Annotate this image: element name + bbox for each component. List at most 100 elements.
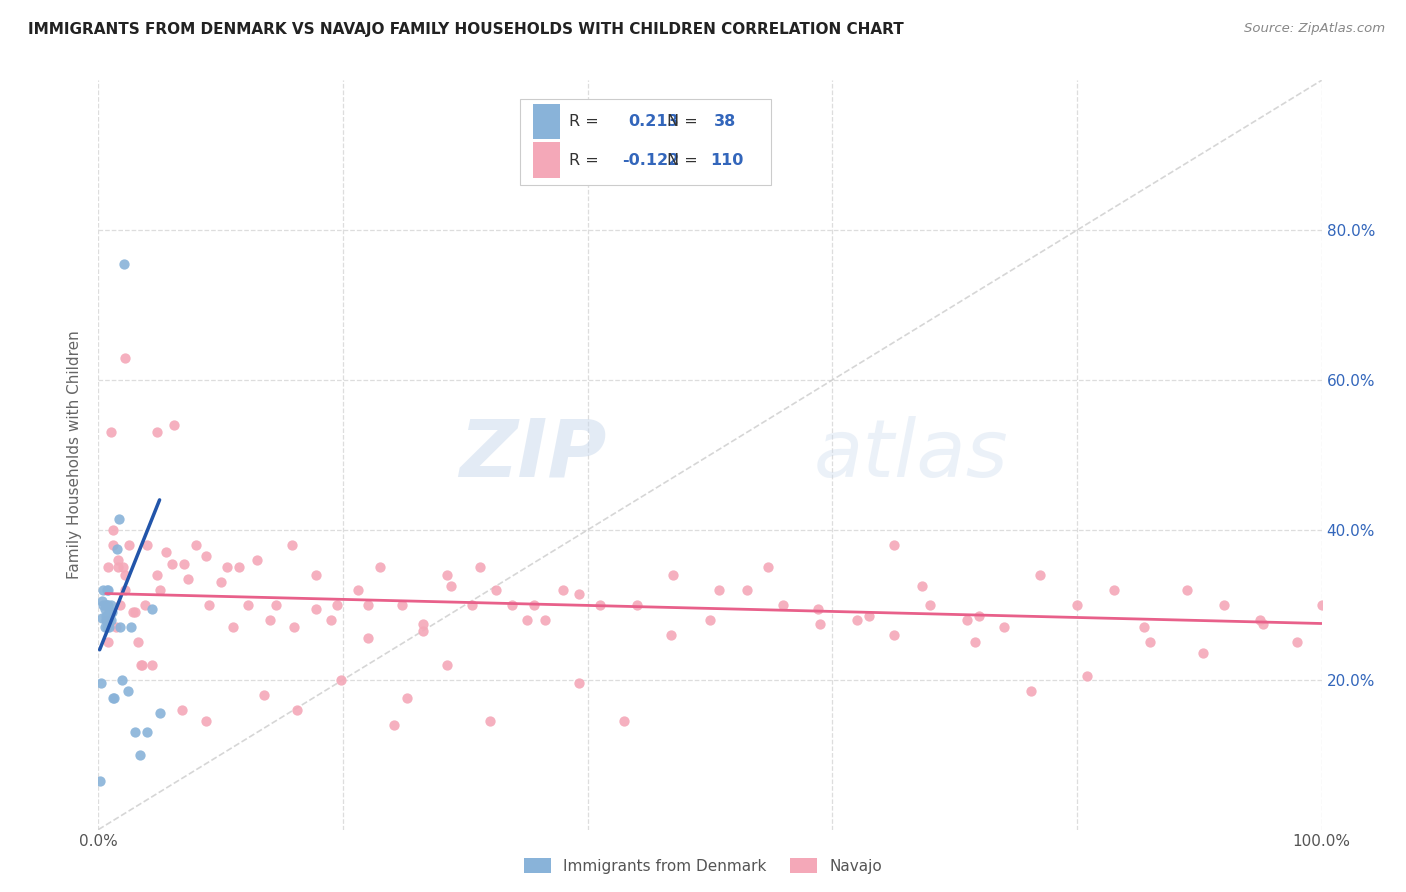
Point xyxy=(1251,616,1274,631)
Point xyxy=(264,598,287,612)
Point xyxy=(228,560,250,574)
Point xyxy=(965,635,987,649)
Point xyxy=(111,560,134,574)
Point xyxy=(197,598,219,612)
Point xyxy=(186,538,208,552)
Point xyxy=(356,598,378,612)
Point xyxy=(136,725,159,739)
Point xyxy=(589,598,612,612)
Point xyxy=(613,714,636,728)
Point xyxy=(553,582,575,597)
Point xyxy=(485,582,508,597)
Point xyxy=(96,582,118,597)
Point xyxy=(94,598,117,612)
Point xyxy=(114,582,136,597)
Text: N =: N = xyxy=(668,153,703,168)
Point xyxy=(1249,613,1271,627)
Point xyxy=(436,567,458,582)
Point xyxy=(124,725,146,739)
Point xyxy=(523,598,546,612)
Point xyxy=(967,609,990,624)
Point xyxy=(515,613,537,627)
Point xyxy=(105,541,128,556)
Point xyxy=(129,657,152,672)
Point xyxy=(346,582,368,597)
Point xyxy=(845,613,868,627)
Point xyxy=(1019,684,1042,698)
Point xyxy=(100,598,122,612)
Point xyxy=(94,613,117,627)
Point xyxy=(1175,582,1198,597)
Bar xyxy=(533,103,560,139)
Point xyxy=(101,538,124,552)
Point xyxy=(101,605,124,619)
Point xyxy=(160,557,183,571)
Point xyxy=(110,620,132,634)
Point xyxy=(1310,598,1333,612)
Point xyxy=(90,676,112,690)
Point xyxy=(97,616,120,631)
Point xyxy=(501,598,523,612)
Point xyxy=(707,582,730,597)
Point xyxy=(124,605,146,619)
Point xyxy=(305,567,328,582)
Text: R =: R = xyxy=(569,114,605,129)
Point xyxy=(173,557,195,571)
Point xyxy=(808,616,831,631)
Point xyxy=(1133,620,1156,634)
Point xyxy=(659,628,682,642)
Point xyxy=(568,586,591,600)
Point xyxy=(93,620,115,634)
Point xyxy=(568,676,591,690)
Text: -0.122: -0.122 xyxy=(621,153,679,168)
Point xyxy=(98,605,121,619)
Legend: Immigrants from Denmark, Navajo: Immigrants from Denmark, Navajo xyxy=(517,852,889,880)
Point xyxy=(468,560,491,574)
Text: atlas: atlas xyxy=(814,416,1008,494)
Point xyxy=(412,624,434,638)
Point xyxy=(195,549,218,563)
Text: IMMIGRANTS FROM DENMARK VS NAVAJO FAMILY HOUSEHOLDS WITH CHILDREN CORRELATION CH: IMMIGRANTS FROM DENMARK VS NAVAJO FAMILY… xyxy=(28,22,904,37)
Point xyxy=(114,351,136,365)
Point xyxy=(149,582,172,597)
Point xyxy=(100,425,122,440)
Point xyxy=(326,598,349,612)
Point xyxy=(329,673,352,687)
Point xyxy=(107,553,129,567)
Point xyxy=(127,635,149,649)
Point xyxy=(209,575,232,590)
Point xyxy=(120,620,142,634)
Point xyxy=(117,684,139,698)
Point xyxy=(534,613,557,627)
Point xyxy=(112,257,135,271)
Bar xyxy=(533,143,560,178)
Point xyxy=(236,598,259,612)
Point xyxy=(103,691,125,706)
Point xyxy=(478,714,501,728)
Point xyxy=(391,598,413,612)
Point xyxy=(283,620,305,634)
Point xyxy=(1029,567,1052,582)
Point xyxy=(129,747,152,762)
Text: 38: 38 xyxy=(714,114,735,129)
Point xyxy=(756,560,779,574)
Point xyxy=(735,582,758,597)
Point xyxy=(772,598,794,612)
Point xyxy=(1212,598,1234,612)
Point xyxy=(920,598,942,612)
Point xyxy=(94,613,117,627)
Point xyxy=(259,613,281,627)
Point xyxy=(118,538,141,552)
Point xyxy=(1192,647,1215,661)
Point xyxy=(107,560,129,574)
Point xyxy=(440,579,463,593)
Point xyxy=(222,620,245,634)
Point xyxy=(91,598,114,612)
Point xyxy=(319,613,342,627)
FancyBboxPatch shape xyxy=(520,99,770,186)
Point xyxy=(807,601,830,615)
Point xyxy=(1066,598,1088,612)
Point xyxy=(97,582,120,597)
Point xyxy=(110,598,132,612)
Point xyxy=(436,657,458,672)
